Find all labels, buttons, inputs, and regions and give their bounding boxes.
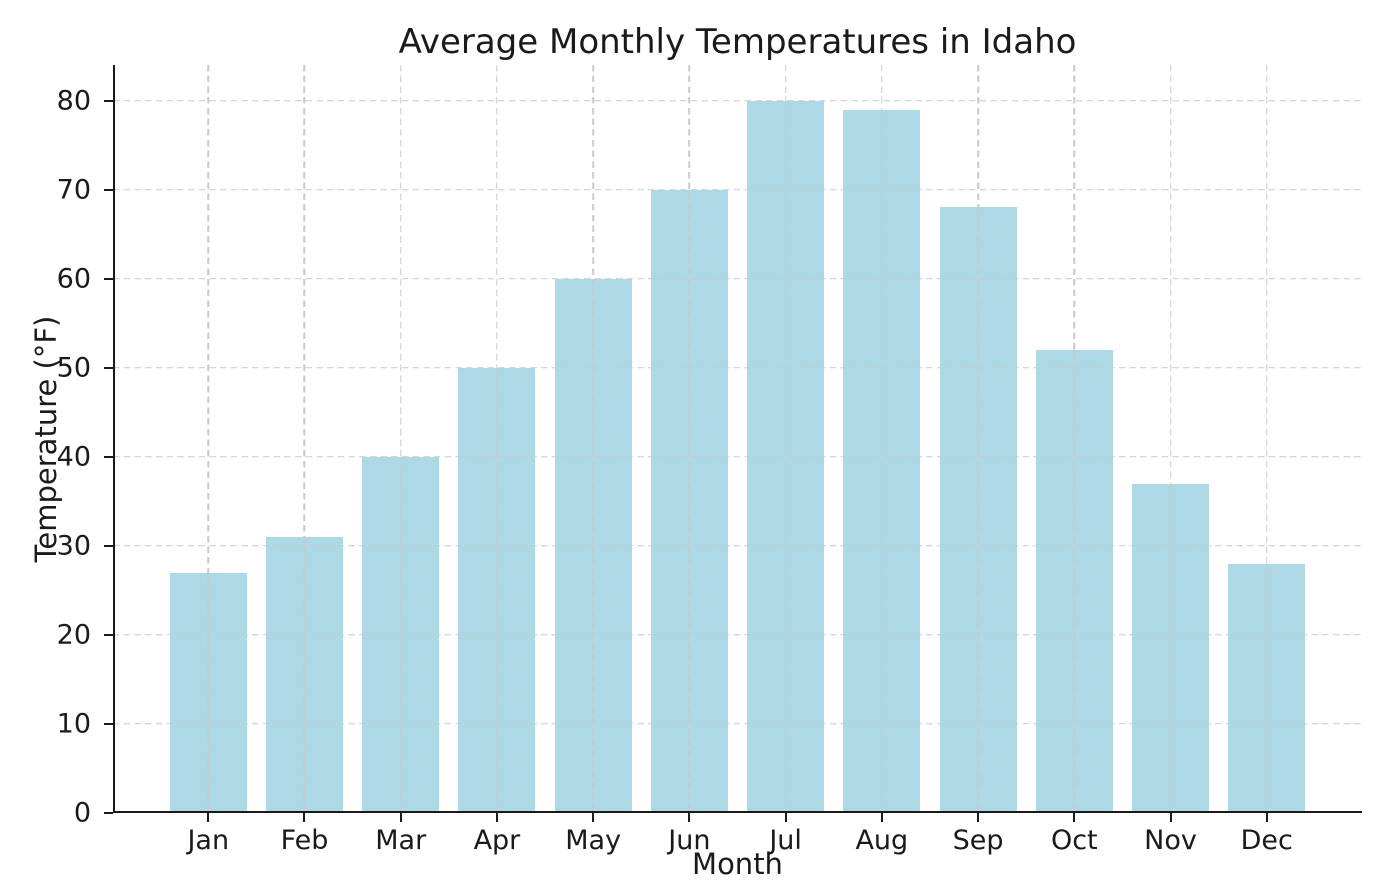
y-gridline-70 xyxy=(113,188,1362,191)
y-tick-mark-70 xyxy=(104,188,113,191)
x-gridline-mar xyxy=(399,65,402,813)
x-tick-mark-may xyxy=(592,813,595,822)
chart-title: Average Monthly Temperatures in Idaho xyxy=(398,22,1077,62)
x-tick-mark-apr xyxy=(495,813,498,822)
y-gridline-10 xyxy=(113,723,1362,725)
x-gridline-jan xyxy=(207,65,209,813)
y-gridline-40 xyxy=(113,456,1362,458)
y-axis-label: Temperature (°F) xyxy=(29,315,63,563)
y-tick-mark-0 xyxy=(104,812,113,814)
x-tick-mark-aug xyxy=(880,813,883,822)
x-axis-label: Month xyxy=(692,847,783,881)
y-tick-label-70: 70 xyxy=(56,174,91,206)
x-tick-mark-jul xyxy=(784,813,787,822)
x-tick-mark-jan xyxy=(207,813,210,822)
y-tick-mark-40 xyxy=(104,455,113,458)
x-tick-mark-jun xyxy=(688,813,691,822)
y-gridline-0 xyxy=(113,812,1362,813)
x-tick-mark-mar xyxy=(399,813,402,822)
x-gridline-may xyxy=(592,65,594,813)
y-tick-mark-50 xyxy=(104,366,113,369)
x-tick-mark-nov xyxy=(1169,813,1172,822)
x-gridline-nov xyxy=(1169,65,1172,813)
y-tick-label-0: 0 xyxy=(73,797,91,829)
x-gridline-dec xyxy=(1265,65,1268,813)
x-tick-mark-sep xyxy=(977,813,980,822)
x-gridline-aug xyxy=(881,65,883,813)
x-gridline-jul xyxy=(784,65,787,813)
y-tick-mark-30 xyxy=(104,544,113,547)
y-tick-mark-10 xyxy=(104,722,113,725)
y-tick-mark-60 xyxy=(104,277,113,280)
x-tick-mark-oct xyxy=(1073,813,1076,822)
grid-layer xyxy=(113,65,1362,813)
x-gridline-oct xyxy=(1073,65,1076,813)
x-gridline-sep xyxy=(977,65,979,813)
x-tick-mark-dec xyxy=(1265,813,1268,822)
y-tick-mark-80 xyxy=(104,99,113,102)
y-tick-label-60: 60 xyxy=(56,263,91,295)
x-gridline-feb xyxy=(303,65,306,813)
y-tick-label-20: 20 xyxy=(56,619,91,651)
y-gridline-30 xyxy=(113,545,1362,547)
y-gridline-60 xyxy=(113,277,1362,280)
x-gridline-apr xyxy=(496,65,498,813)
y-gridline-50 xyxy=(113,367,1362,369)
y-gridline-80 xyxy=(113,99,1362,102)
y-tick-mark-20 xyxy=(104,633,113,636)
plot-area: 0 10 20 30 40 50 60 70 80 Jan Feb Mar Apr May Jun Jul Au… xyxy=(57,65,1362,854)
y-tick-label-80: 80 xyxy=(56,85,91,117)
y-tick-label-10: 10 xyxy=(56,708,91,740)
y-gridline-20 xyxy=(113,634,1362,636)
x-tick-mark-feb xyxy=(303,813,306,822)
x-gridline-jun xyxy=(688,65,691,813)
